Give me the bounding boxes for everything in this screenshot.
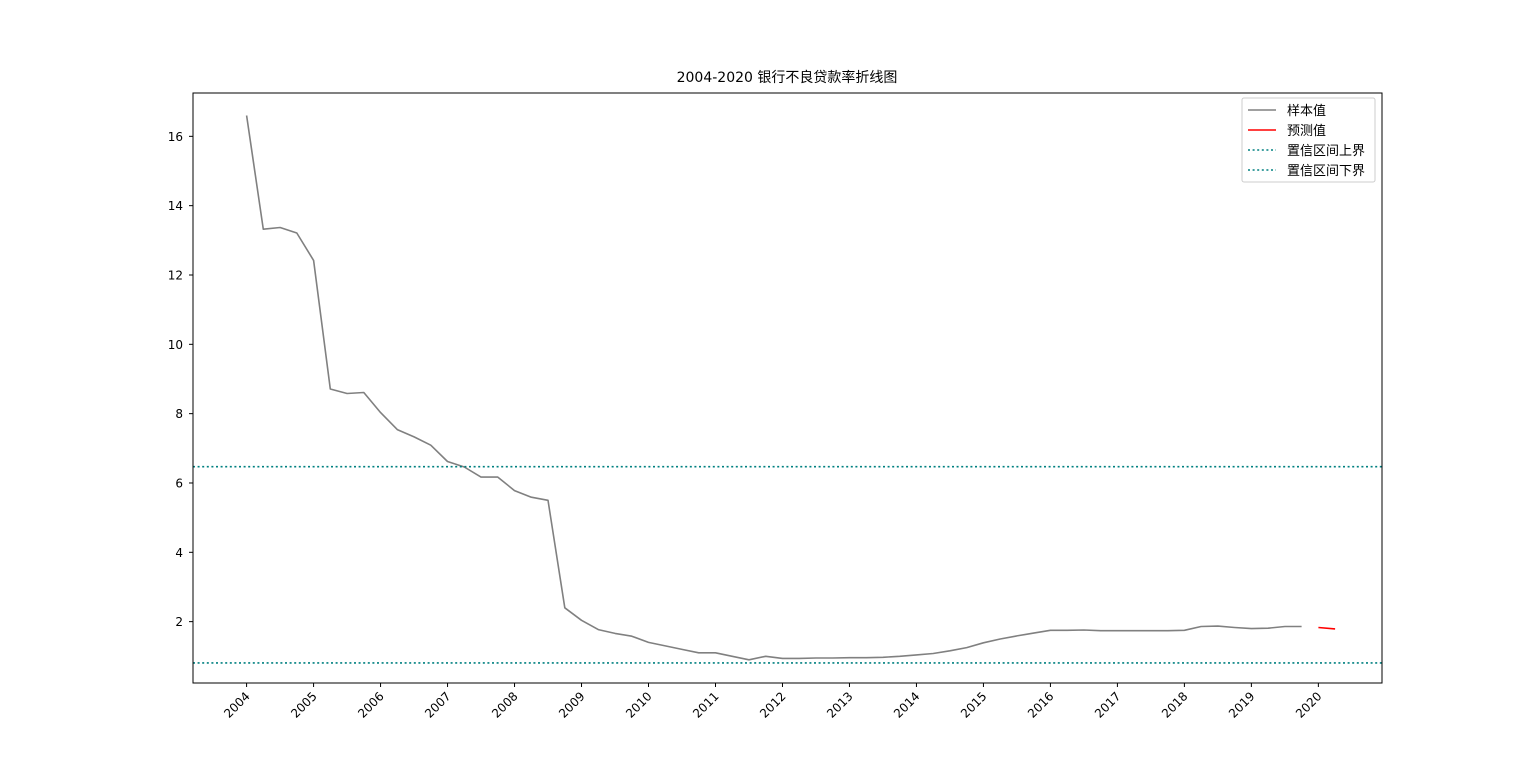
series-line-sample [245, 115, 1302, 661]
y-tick-label: 14 [168, 199, 183, 213]
y-tick-label: 16 [168, 130, 183, 144]
y-tick-label: 2 [175, 615, 183, 629]
legend-label: 样本值 [1287, 103, 1326, 119]
legend-box [1241, 97, 1376, 183]
legend-label: 预测值 [1287, 123, 1326, 139]
series-line-forecast [1318, 626, 1336, 630]
series-group [193, 115, 1382, 664]
y-tick-label: 6 [175, 476, 183, 490]
y-tick-label: 4 [175, 546, 183, 560]
legend-label: 置信区间上界 [1287, 144, 1365, 159]
y-tick-label: 12 [168, 268, 183, 282]
axes-frame [192, 92, 1383, 684]
chart-title: 2004-2020 银行不良贷款率折线图 [677, 69, 898, 86]
y-tick-label: 10 [168, 338, 183, 352]
y-tick-label: 8 [175, 407, 183, 421]
legend-label: 置信区间下界 [1287, 164, 1365, 179]
